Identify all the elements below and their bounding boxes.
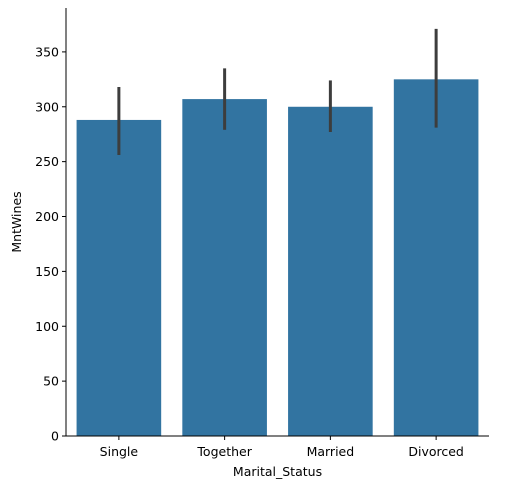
y-tick-label: 350 [35, 44, 59, 59]
bar-married [288, 106, 373, 437]
y-tick-label: 50 [43, 374, 59, 389]
bars-layer [76, 79, 479, 437]
x-tick-label: Divorced [408, 444, 464, 459]
y-axis-title: MntWines [9, 191, 24, 252]
y-tick-label: 100 [35, 319, 59, 334]
bar-single [76, 119, 162, 436]
bar-together [182, 99, 267, 436]
x-tick-label: Single [100, 444, 139, 459]
y-tick-label: 250 [35, 154, 59, 169]
y-tick-label: 150 [35, 264, 59, 279]
x-tick-label: Together [196, 444, 252, 459]
y-ticks: 0 50 100 150 200 250 300 350 [35, 44, 66, 444]
y-tick-label: 0 [51, 429, 59, 444]
x-tick-label: Married [307, 444, 355, 459]
error-bars-layer [117, 28, 438, 156]
x-axis-title: Marital_Status [233, 464, 322, 479]
x-ticks: Single Together Married Divorced [100, 436, 464, 459]
bar-divorced [393, 79, 479, 436]
y-tick-label: 300 [35, 99, 59, 114]
y-tick-label: 200 [35, 209, 59, 224]
